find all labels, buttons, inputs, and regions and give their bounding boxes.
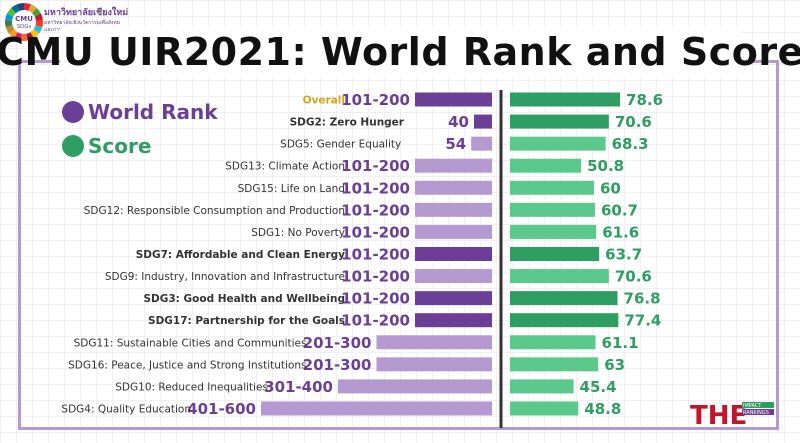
sdg-wheel-icon: CMU SDGs xyxy=(5,3,44,41)
score-bar xyxy=(510,269,609,284)
score-label: 70.6 xyxy=(615,268,652,286)
rank-bar xyxy=(261,401,492,416)
rank-label: 101-200 xyxy=(341,245,410,263)
rank-label: 201-300 xyxy=(303,334,372,352)
the-impact-rankings-logo: THE IMPACT RANKINGS xyxy=(690,401,774,428)
rank-label: 101-200 xyxy=(341,91,410,109)
score-bar xyxy=(510,357,599,372)
logo-university-name: มหาวิทยาลัยเชียงใหม่ xyxy=(44,8,129,18)
score-label: 48.8 xyxy=(584,400,621,418)
category-label: SDG5: Gender Equality xyxy=(280,139,401,151)
category-label: SDG15: Life on Land xyxy=(238,183,345,195)
rank-bar xyxy=(474,114,492,129)
score-label: 60 xyxy=(600,179,621,197)
category-label: SDG1: No Poverty xyxy=(251,227,345,239)
category-label: Overall xyxy=(303,95,345,107)
rank-bar xyxy=(415,92,492,107)
rank-bar xyxy=(415,158,492,173)
legend-item-score: Score xyxy=(62,132,232,162)
score-label: 63.7 xyxy=(605,245,642,263)
rank-bar xyxy=(338,379,492,394)
rank-label: 401-600 xyxy=(187,400,256,418)
page-title: CMU UIR2021: World Rank and Score xyxy=(0,30,800,74)
score-label: 63 xyxy=(604,356,625,374)
score-label: 76.8 xyxy=(624,290,661,308)
score-bar xyxy=(510,291,618,306)
score-bar xyxy=(510,401,579,416)
category-label: SDG16: Peace, Justice and Strong Institu… xyxy=(68,359,306,371)
score-label: 61.1 xyxy=(602,334,639,352)
rank-bar xyxy=(415,313,492,328)
rank-label: 101-200 xyxy=(341,312,410,330)
category-label: SDG2: Zero Hunger xyxy=(290,117,405,129)
score-bar xyxy=(510,313,619,328)
rank-bar xyxy=(415,180,492,195)
score-label: 77.4 xyxy=(624,312,661,330)
category-label: SDG10: Reduced Inequalities xyxy=(115,381,268,393)
rank-bar xyxy=(376,357,492,372)
rank-label: 54 xyxy=(445,135,466,153)
legend-swatch-score xyxy=(62,135,84,157)
score-bar xyxy=(510,92,621,107)
the-logo-impact: IMPACT xyxy=(743,403,762,409)
score-bar xyxy=(510,246,600,261)
the-logo-rankings: RANKINGS xyxy=(743,410,769,416)
score-label: 61.6 xyxy=(602,223,639,241)
rank-label: 101-200 xyxy=(341,268,410,286)
score-bar xyxy=(510,224,597,239)
rank-label: 101-200 xyxy=(341,157,410,175)
score-bar xyxy=(510,202,595,217)
score-label: 60.7 xyxy=(601,201,638,219)
legend-item-world-rank: World Rank xyxy=(62,98,232,128)
category-label: SDG12: Responsible Consumption and Produ… xyxy=(84,205,345,217)
category-label: SDG11: Sustainable Cities and Communitie… xyxy=(74,337,307,349)
category-label: SDG4: Quality Education xyxy=(61,403,191,415)
the-logo-wordmark: THE xyxy=(690,401,747,428)
logo-badge-bottom: SDGs xyxy=(17,24,32,30)
rank-label: 301-400 xyxy=(264,378,333,396)
title-box: CMU UIR2021: World Rank and Score xyxy=(0,26,800,78)
category-label: SDG9: Industry, Innovation and Infrastru… xyxy=(105,271,345,283)
score-label: 45.4 xyxy=(580,378,617,396)
rank-bar xyxy=(415,202,492,217)
score-bar xyxy=(510,136,606,151)
rank-bar xyxy=(415,246,492,261)
rank-bar xyxy=(415,224,492,239)
score-label: 68.3 xyxy=(612,135,649,153)
rank-bar xyxy=(415,291,492,306)
rank-label: 101-200 xyxy=(341,201,410,219)
category-label: SDG13: Climate Action xyxy=(225,161,345,173)
category-label: SDG7: Affordable and Clean Energy xyxy=(136,249,345,261)
score-label: 78.6 xyxy=(626,91,663,109)
rank-label: 40 xyxy=(448,113,469,131)
score-bar xyxy=(510,379,574,394)
rank-label: 101-200 xyxy=(341,290,410,308)
rank-bar xyxy=(376,335,492,350)
rank-label: 101-200 xyxy=(341,179,410,197)
category-label: SDG17: Partnership for the Goals xyxy=(148,315,345,327)
logo-tagline-1: มหาวิทยาลัยเชิงนวัตกรรมเพื่อสังคม xyxy=(44,20,121,26)
rank-bar xyxy=(415,269,492,284)
legend-swatch-world-rank xyxy=(62,101,84,123)
score-label: 70.6 xyxy=(615,113,652,131)
score-bar xyxy=(510,158,582,173)
logo-badge-top: CMU xyxy=(15,15,33,23)
score-label: 50.8 xyxy=(587,157,624,175)
rank-bar xyxy=(471,136,492,151)
cmu-sdgs-logo: CMU SDGs มหาวิทยาลัยเชียงใหม่ มหาวิทยาลั… xyxy=(4,2,194,44)
score-bar xyxy=(510,335,596,350)
score-bar xyxy=(510,180,594,195)
rank-label: 101-200 xyxy=(341,223,410,241)
rank-label: 201-300 xyxy=(303,356,372,374)
category-label: SDG3: Good Health and Wellbeing xyxy=(143,293,345,305)
legend-label-world-rank: World Rank xyxy=(88,100,218,124)
legend-label-score: Score xyxy=(88,134,152,158)
score-bar xyxy=(510,114,609,129)
